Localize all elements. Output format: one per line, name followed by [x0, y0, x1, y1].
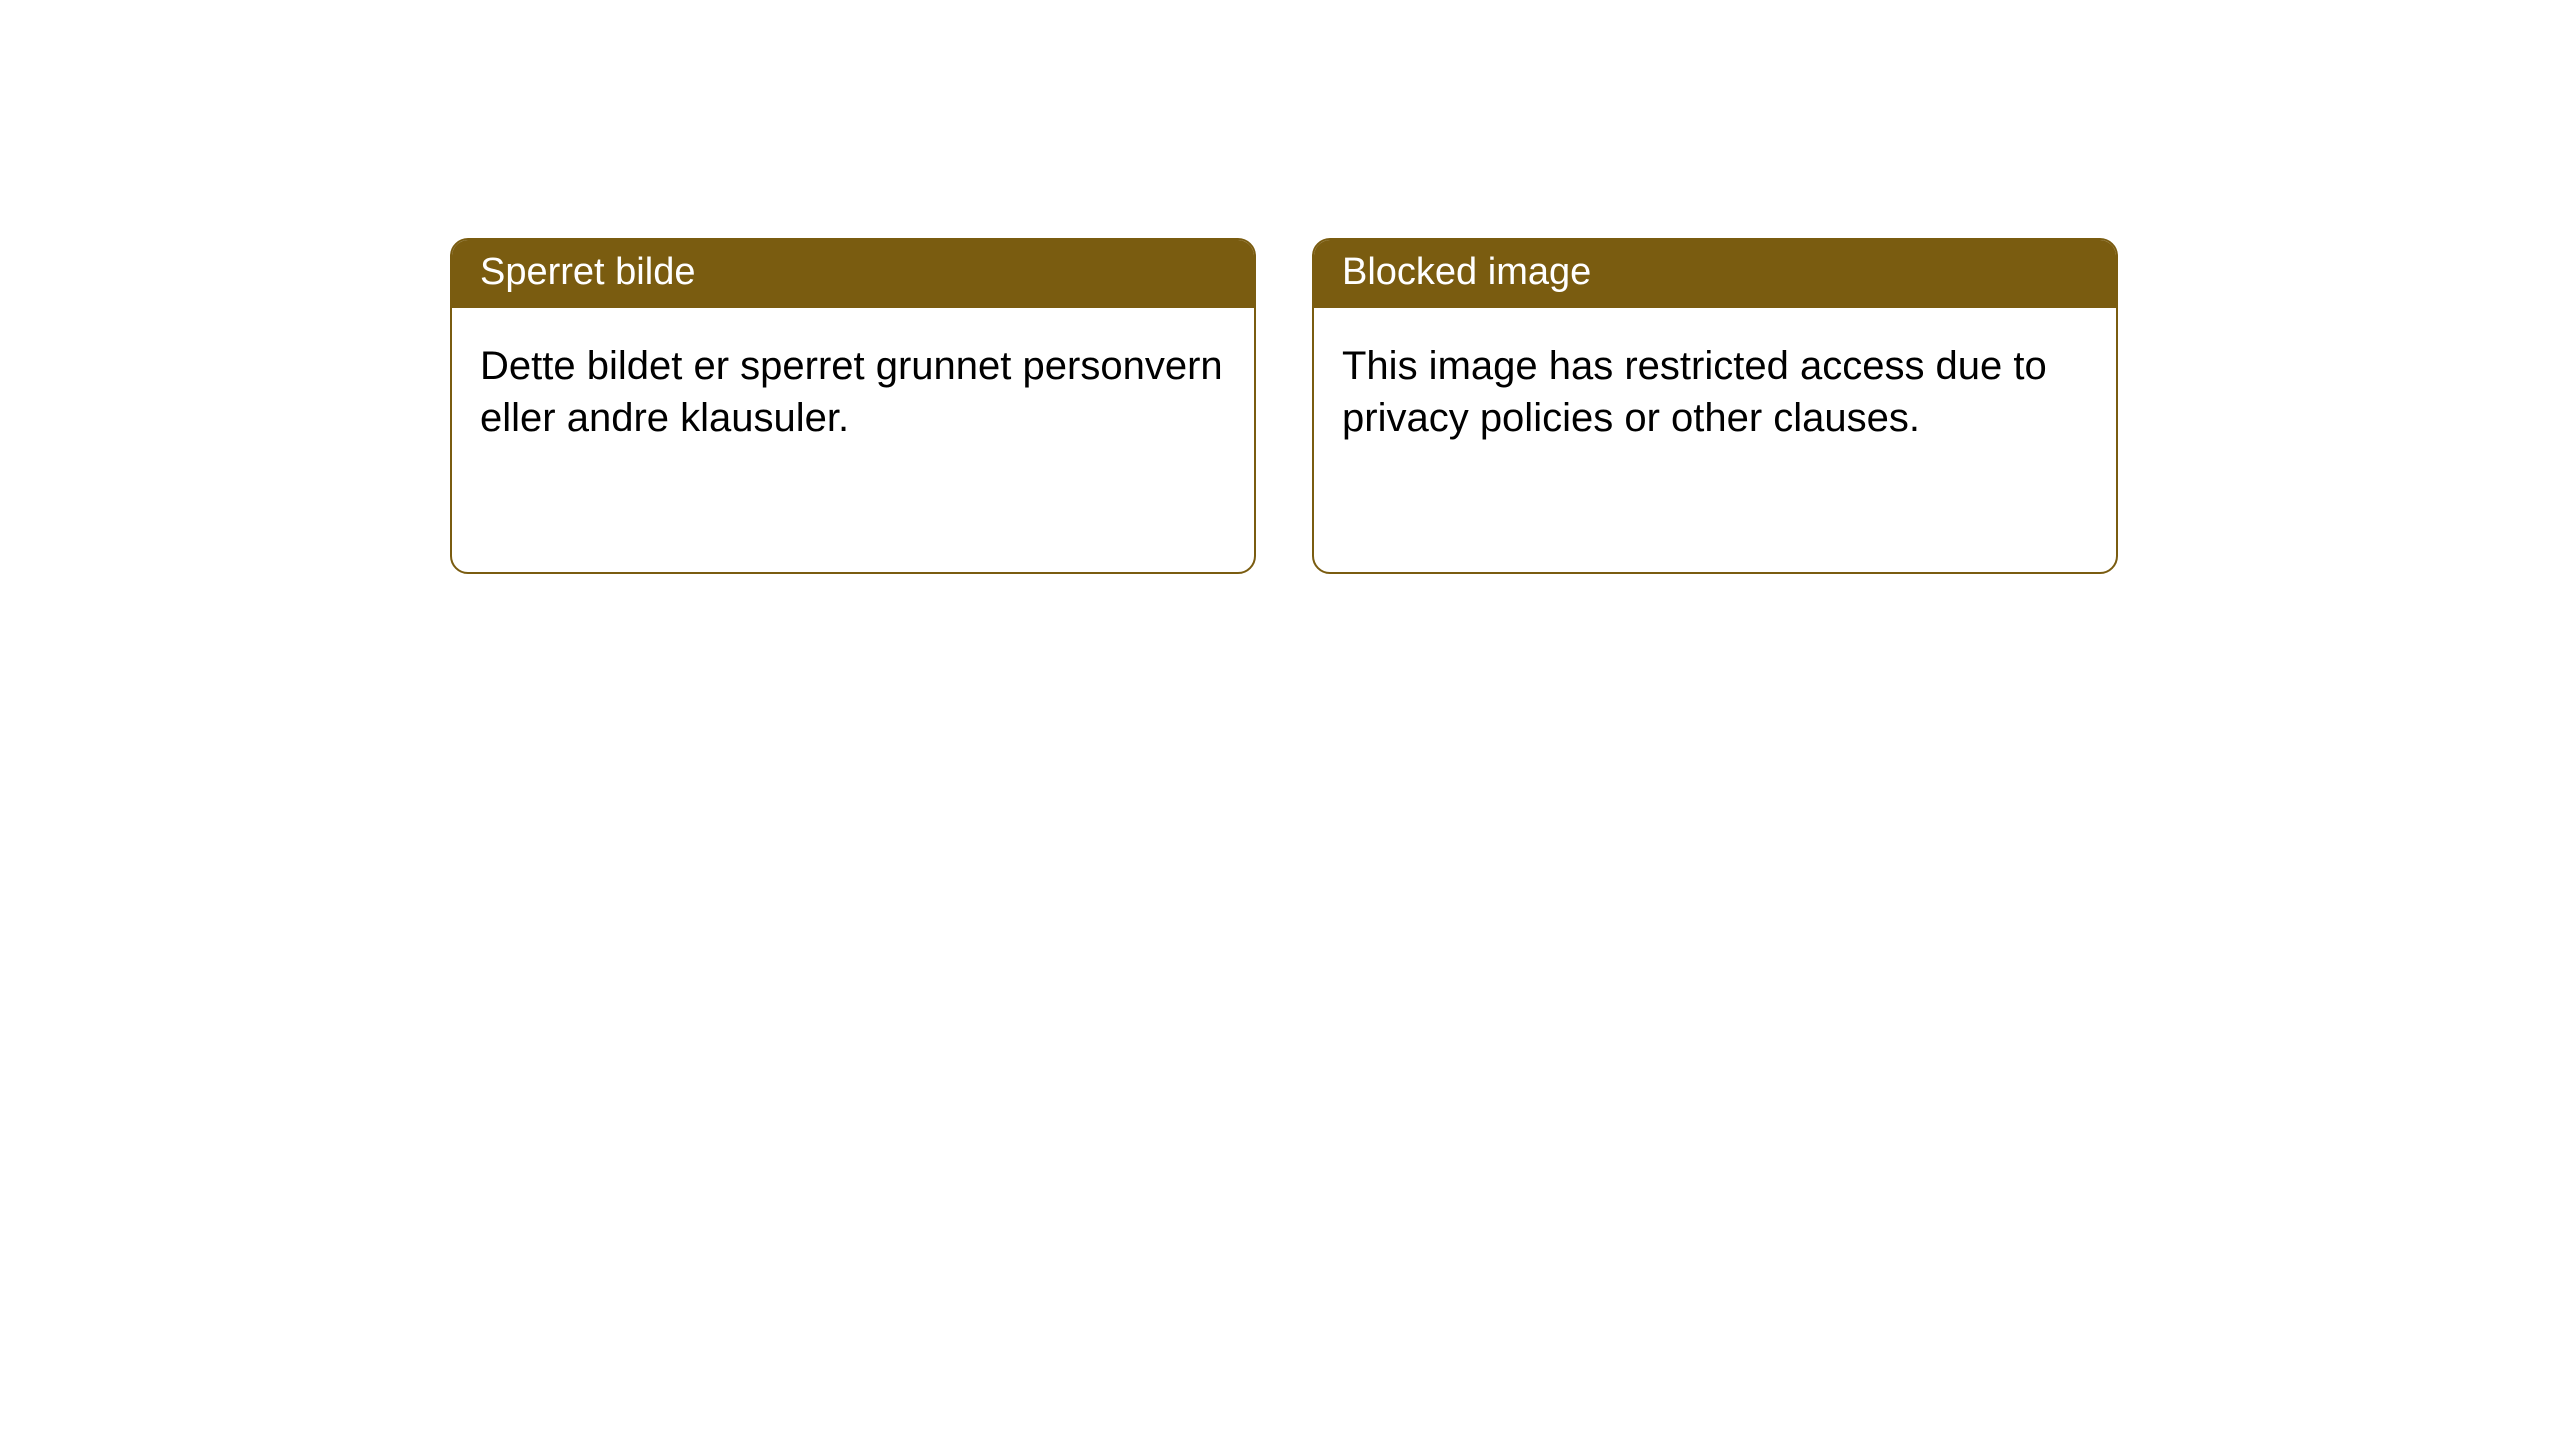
card-header: Blocked image — [1314, 240, 2116, 308]
card-title: Sperret bilde — [480, 251, 695, 293]
card-header: Sperret bilde — [452, 240, 1254, 308]
card-body: Dette bildet er sperret grunnet personve… — [452, 308, 1254, 476]
card-body-text: Dette bildet er sperret grunnet personve… — [480, 344, 1223, 440]
notice-container: Sperret bilde Dette bildet er sperret gr… — [450, 238, 2118, 574]
card-body-text: This image has restricted access due to … — [1342, 344, 2047, 440]
notice-card-norwegian: Sperret bilde Dette bildet er sperret gr… — [450, 238, 1256, 574]
notice-card-english: Blocked image This image has restricted … — [1312, 238, 2118, 574]
card-title: Blocked image — [1342, 251, 1591, 293]
card-body: This image has restricted access due to … — [1314, 308, 2116, 476]
